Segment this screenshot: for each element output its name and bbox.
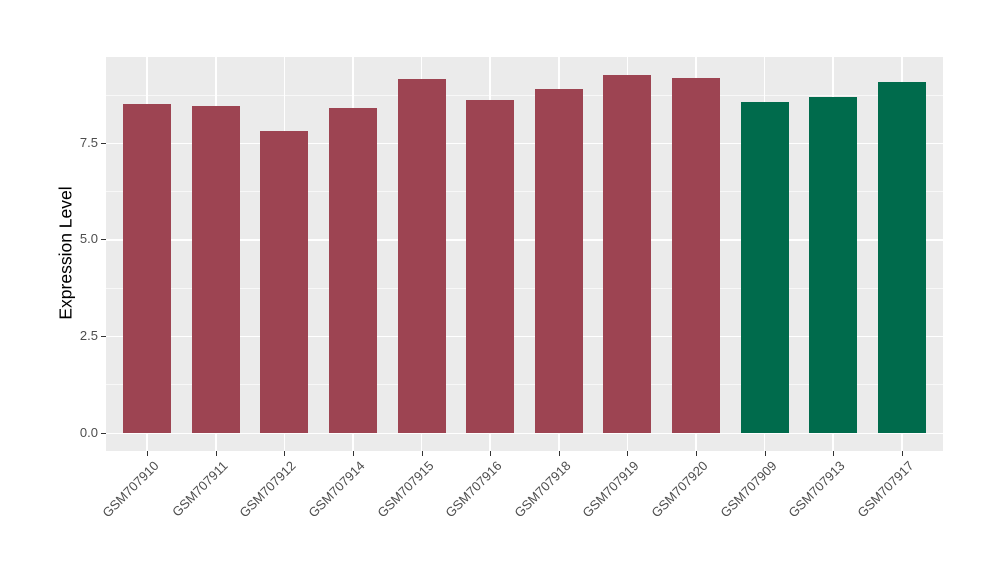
gridline-major	[106, 239, 943, 241]
gridline-minor	[106, 191, 943, 193]
bar-GSM707916	[466, 99, 515, 433]
bar-GSM707914	[329, 108, 377, 433]
x-tick-mark	[901, 451, 903, 456]
x-tick-mark	[696, 451, 697, 456]
bar-GSM707911	[191, 106, 240, 433]
y-tick-mark	[101, 335, 106, 337]
y-axis-title: Expression Level	[55, 186, 76, 320]
x-tick-label: GSM707918	[511, 458, 574, 521]
x-tick-label: GSM707916	[442, 458, 505, 521]
x-tick-label: GSM707914	[305, 458, 368, 521]
bar-GSM707920	[672, 78, 720, 433]
bar-GSM707918	[534, 88, 583, 433]
x-tick-label: GSM707920	[648, 458, 711, 521]
x-tick-label: GSM707917	[854, 458, 917, 521]
gridline-minor	[106, 384, 943, 386]
bar-GSM707919	[603, 74, 652, 433]
bar-GSM707915	[397, 78, 446, 433]
y-tick-label: 0.0	[79, 424, 98, 440]
x-tick-mark	[284, 451, 286, 456]
gridline-minor	[106, 94, 943, 96]
bar-GSM707917	[877, 81, 926, 433]
bar-GSM707910	[123, 104, 172, 433]
x-tick-mark	[764, 451, 766, 456]
x-tick-label: GSM707915	[373, 458, 437, 521]
x-tick-mark	[833, 451, 835, 456]
x-tick-mark	[627, 451, 629, 456]
gridline-major	[106, 142, 943, 145]
y-tick-mark	[101, 239, 106, 241]
x-tick-label: GSM707919	[579, 458, 642, 521]
x-tick-mark	[558, 451, 560, 456]
y-tick-mark	[101, 432, 106, 434]
x-tick-mark	[353, 451, 354, 456]
gridline-major	[106, 432, 943, 434]
y-tick-label: 7.5	[79, 134, 98, 150]
x-tick-mark	[215, 451, 217, 456]
x-tick-label: GSM707910	[99, 458, 162, 521]
plot-panel	[106, 57, 943, 451]
bar-GSM707912	[260, 130, 309, 433]
y-tick-label: 5.0	[79, 231, 98, 247]
x-tick-label: GSM707913	[785, 458, 848, 521]
x-tick-mark	[147, 451, 149, 456]
bar-GSM707913	[809, 96, 858, 433]
bar-GSM707909	[740, 102, 789, 433]
gridline-minor	[106, 287, 943, 289]
x-tick-label: GSM707911	[168, 458, 231, 520]
x-tick-label: GSM707909	[716, 458, 780, 521]
x-tick-mark	[421, 451, 423, 456]
x-tick-mark	[490, 451, 492, 456]
gridline-major	[106, 335, 943, 338]
y-tick-mark	[101, 142, 106, 144]
x-tick-label: GSM707912	[236, 458, 299, 521]
y-tick-label: 2.5	[79, 327, 98, 343]
